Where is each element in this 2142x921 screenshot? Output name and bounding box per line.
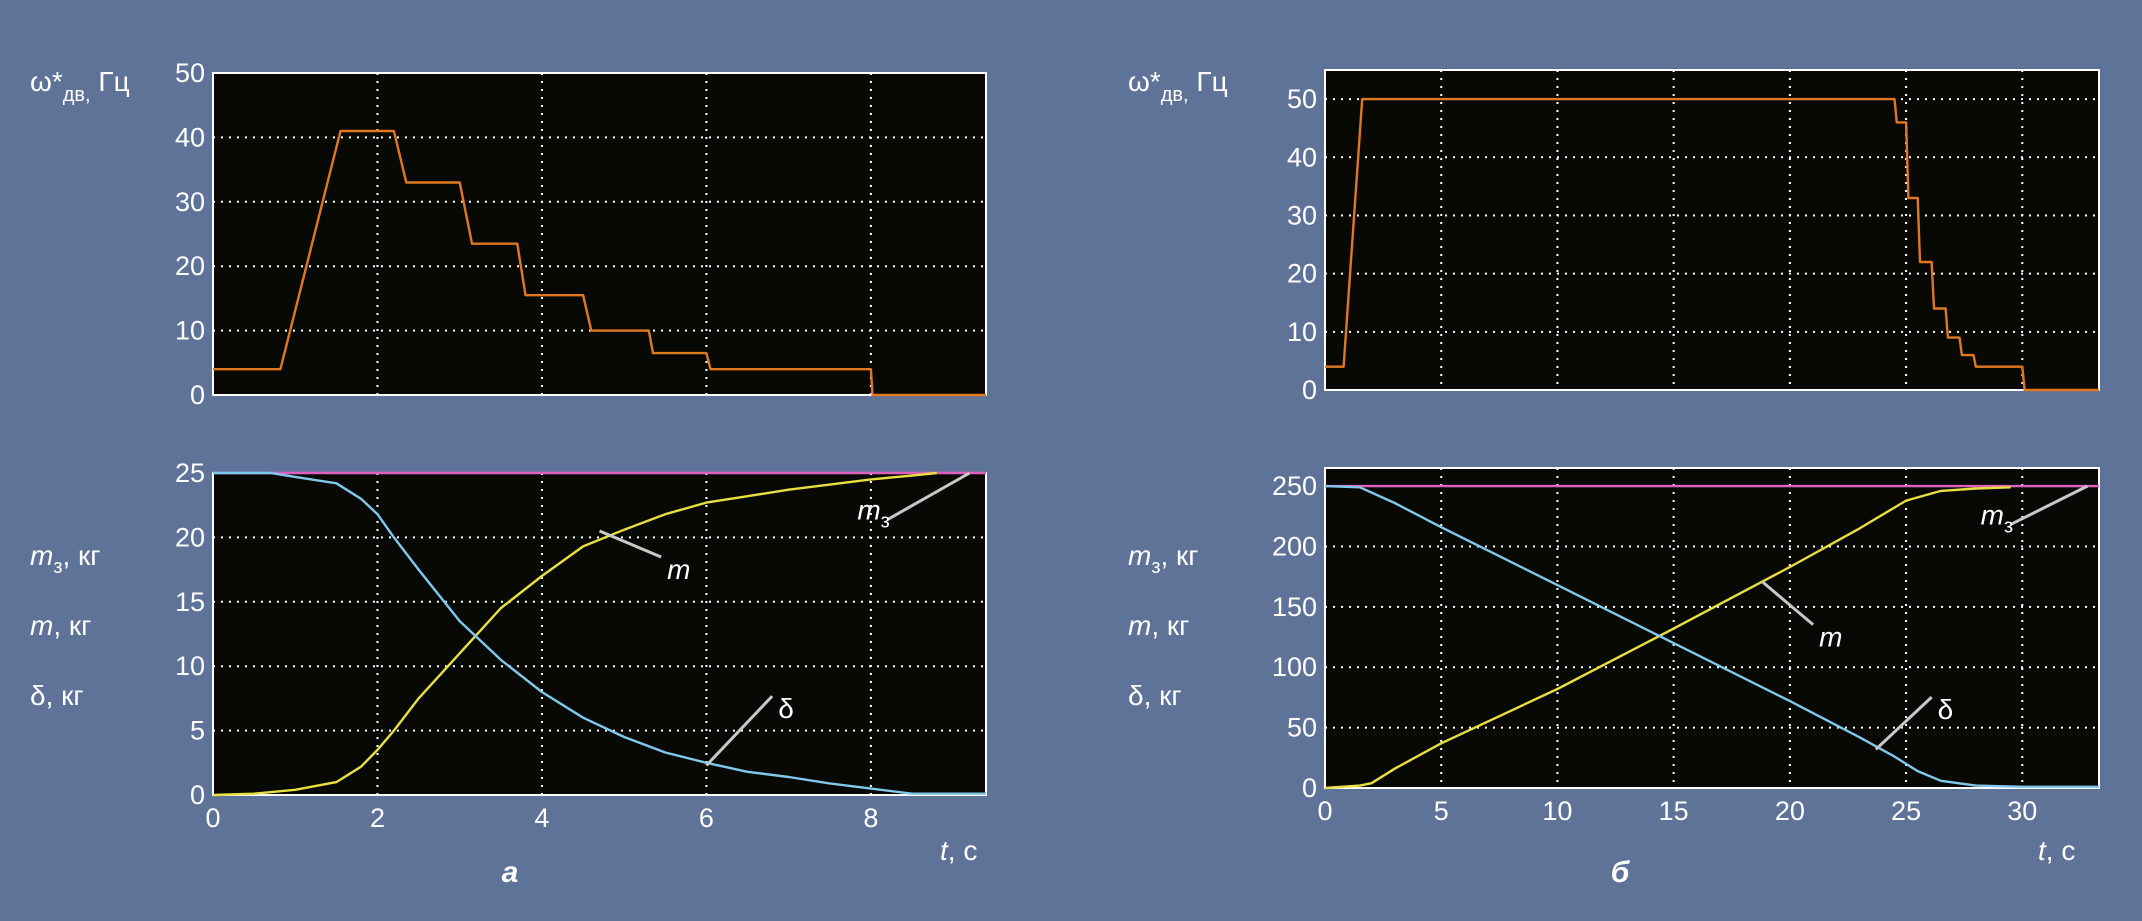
ylabels-b-bottom: mз, кг m, кг δ, кг	[1128, 540, 1199, 711]
xtick-label: 2	[370, 803, 385, 833]
annotation-label: δ	[1938, 694, 1954, 725]
xtick-label: 0	[205, 803, 220, 833]
caption-a: а	[502, 856, 519, 889]
ytick-label: 10	[1287, 317, 1317, 347]
caption-b: б	[1611, 856, 1631, 889]
series-line-m	[1324, 486, 2011, 790]
xtick-label: 25	[1891, 796, 1921, 826]
ytick-label: 10	[175, 651, 205, 681]
svg-text:ω*дв, Гц: ω*дв, Гц	[1128, 66, 1228, 106]
xtick-label: 30	[2007, 796, 2037, 826]
xtick-label: 6	[699, 803, 714, 833]
svg-text:mз, кг: mз, кг	[1128, 540, 1199, 578]
svg-text:ω*дв, Гц: ω*дв, Гц	[30, 66, 130, 106]
ytick-label: 15	[175, 587, 205, 617]
ytick-label: 150	[1272, 592, 1317, 622]
xtick-label: 4	[534, 803, 549, 833]
xtick-label: 20	[1775, 796, 1805, 826]
ytick-label: 200	[1272, 531, 1317, 561]
ytick-label: 30	[1287, 200, 1317, 230]
ytick-label: 0	[190, 780, 205, 810]
plot-a-frequency: 0 10 20 30 40 50	[175, 58, 987, 410]
svg-text:δ, кг: δ, кг	[30, 680, 84, 711]
xlabel-a: t, с	[940, 835, 977, 866]
annotation-leader	[705, 695, 774, 767]
plot-b-masses: 0 50 100 150 200 250 0 5 10 15 20 25 30 m mз δ	[1272, 467, 2100, 826]
svg-text:δ, кг: δ, кг	[1128, 680, 1182, 711]
ytick-label: 0	[1302, 375, 1317, 405]
xtick-label: 5	[1434, 796, 1449, 826]
ytick-label: 50	[175, 58, 205, 88]
annotation-leader	[598, 529, 662, 559]
ytick-label: 100	[1272, 652, 1317, 682]
series-line-δ	[1324, 484, 2099, 788]
ytick-label: 40	[175, 122, 205, 152]
ylabel-a-top: ω*дв, Гц	[30, 66, 130, 106]
series-line-m	[212, 471, 937, 797]
series-line-omega	[1325, 97, 2099, 392]
ytick-label: 30	[175, 187, 205, 217]
ylabel-omega: ω*	[1128, 66, 1161, 97]
annotation-leader	[2010, 484, 2089, 526]
annotation-leader	[1761, 580, 1815, 626]
ylabel-b-top: ω*дв, Гц	[1128, 66, 1228, 106]
ytick-label: 10	[175, 316, 205, 346]
series-line-omega	[213, 129, 986, 397]
ylabels-a-bottom: mз, кг m, кг δ, кг	[30, 540, 101, 711]
ytick-label: 250	[1272, 471, 1317, 501]
xtick-label: 10	[1542, 796, 1572, 826]
plot-a-masses: 0 5 10 15 20 25 0 2 4 6 8 m mз δ	[175, 458, 987, 833]
annotation-label: m	[667, 554, 690, 585]
xlabel-b: t, с	[2038, 835, 2075, 866]
ytick-label: 20	[175, 522, 205, 552]
svg-text:m, кг: m, кг	[1128, 610, 1189, 641]
xtick-label: 15	[1659, 796, 1689, 826]
xtick-label: 8	[863, 803, 878, 833]
xtick-label: 0	[1317, 796, 1332, 826]
ytick-label: 20	[1287, 259, 1317, 289]
svg-text:m, кг: m, кг	[30, 610, 91, 641]
annotation-leader	[886, 471, 971, 521]
ytick-label: 0	[1302, 773, 1317, 803]
ytick-label: 20	[175, 251, 205, 281]
svg-text:mз, кг: mз, кг	[30, 540, 101, 578]
ylabel-omega: ω*	[30, 66, 63, 97]
plot-b-frequency: 0 10 20 30 40 50	[1287, 69, 2100, 405]
ytick-label: 50	[1287, 713, 1317, 743]
annotation-label: mз	[1981, 499, 2014, 537]
annotation-label: m	[1819, 622, 1842, 653]
annotation-label: δ	[778, 693, 794, 724]
ytick-label: 25	[175, 458, 205, 488]
ytick-label: 5	[190, 716, 205, 746]
series-line-δ	[213, 471, 986, 795]
annotation-leader	[1874, 695, 1933, 751]
annotation-label: mз	[857, 495, 890, 533]
ytick-label: 50	[1287, 84, 1317, 114]
ytick-label: 40	[1287, 142, 1317, 172]
ytick-label: 0	[190, 380, 205, 410]
